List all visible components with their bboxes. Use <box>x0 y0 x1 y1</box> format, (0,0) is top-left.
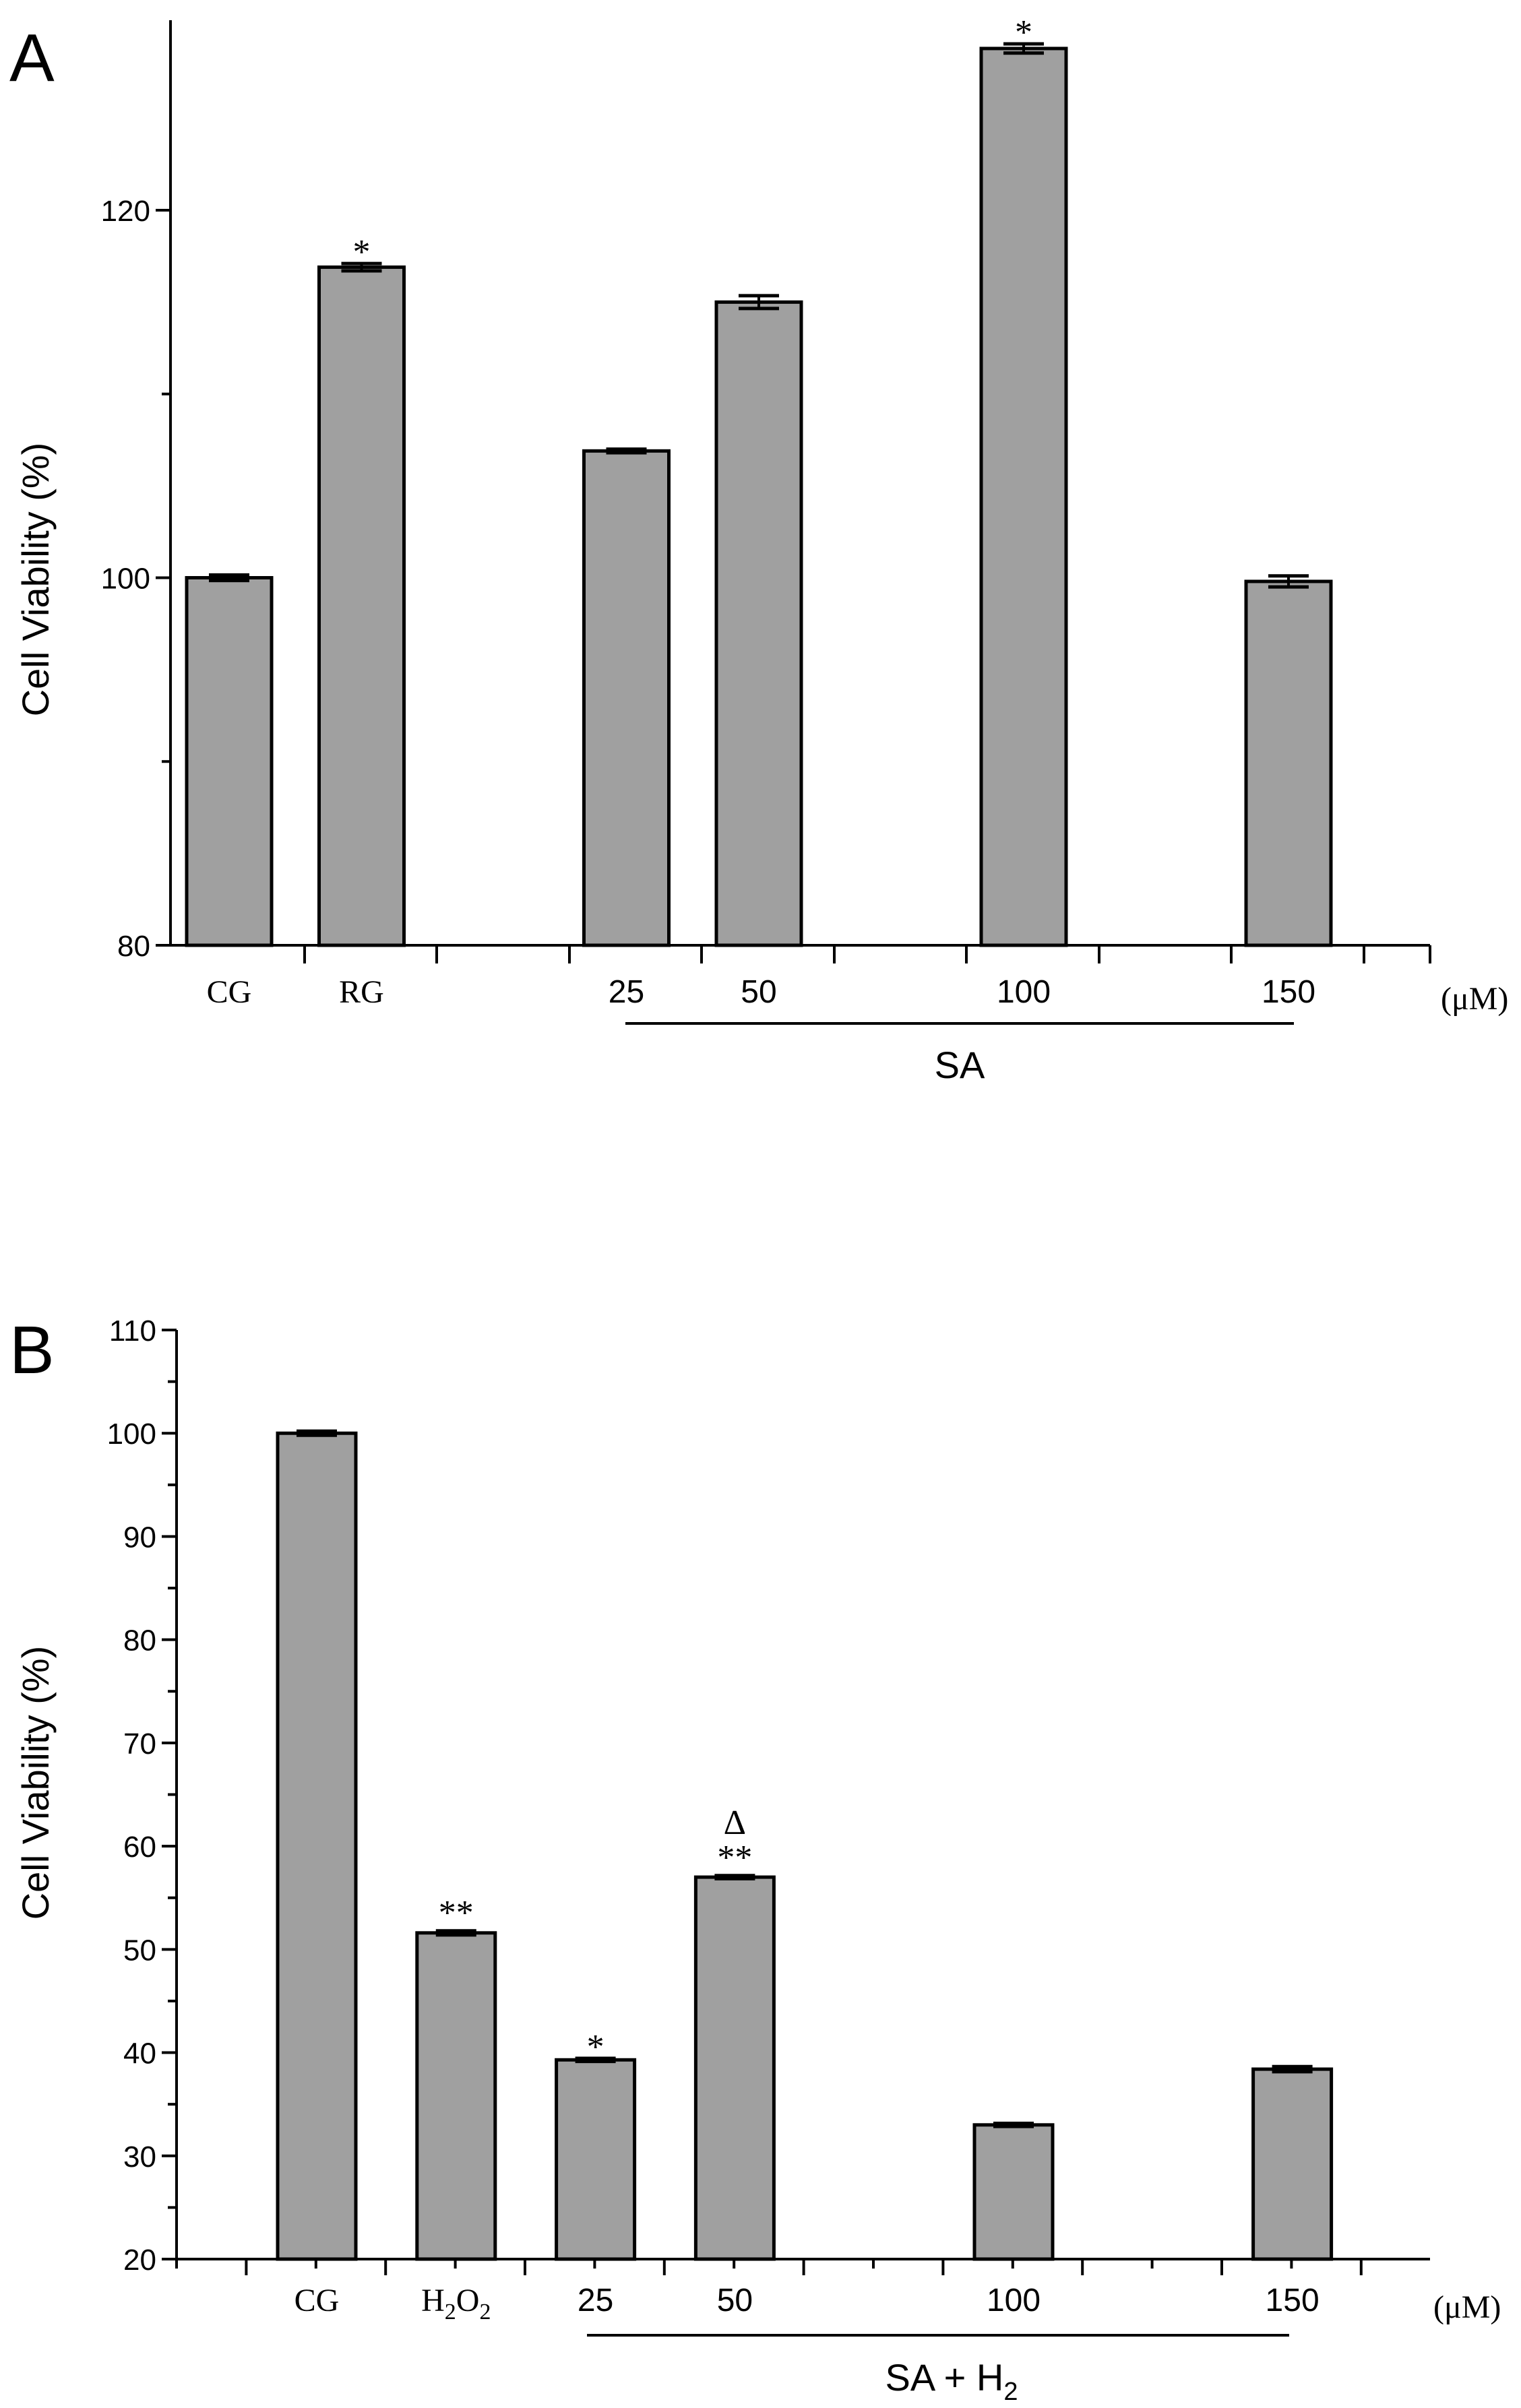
significance-marker-4: * <box>1015 13 1032 52</box>
panel-b-unit-label: (μM) <box>1433 2289 1501 2325</box>
x-label-2: 25 <box>609 974 644 1010</box>
y-tick-label: 30 <box>123 2141 156 2174</box>
y-tick-label: 110 <box>109 1314 156 1348</box>
panel-b-group-label-sub: 2 <box>1003 2378 1018 2406</box>
y-tick-label: 50 <box>123 1934 156 1967</box>
x-label-part: 2 <box>479 2300 491 2324</box>
x-label-part: H <box>421 2283 445 2318</box>
bar-0 <box>276 1431 358 2261</box>
bar-1 <box>415 1931 497 2261</box>
x-label-4: 100 <box>987 2283 1041 2318</box>
panel-a-y-axis-label: Cell Viability (%) <box>14 443 57 717</box>
y-tick-label: 80 <box>117 930 150 963</box>
panel-b-x-labels: CG H2O2 25 50 100 150 <box>294 2283 1320 2324</box>
significance-marker-2: * <box>587 2028 604 2066</box>
panel-b: B Cell Viability (%) 20 30 40 50 60 70 80 90 100… <box>9 1312 1501 2406</box>
x-label-4: 100 <box>997 974 1051 1010</box>
bar-4 <box>979 46 1068 947</box>
bar-4 <box>972 2123 1055 2261</box>
x-label-0: CG <box>294 2283 340 2318</box>
bar-2 <box>555 2058 637 2261</box>
panel-a-x-ticks <box>303 945 1431 963</box>
x-label-0: CG <box>207 974 252 1010</box>
x-label-3: 50 <box>717 2283 753 2318</box>
y-tick-label: 40 <box>123 2037 156 2070</box>
bar-0 <box>185 576 274 947</box>
y-tick-label: 100 <box>101 563 150 596</box>
panel-a-group-label: SA <box>935 1044 985 1086</box>
panel-b-x-ticks <box>175 2259 1363 2275</box>
significance-marker-1: * <box>353 233 371 272</box>
x-label-5: 150 <box>1262 974 1315 1010</box>
y-tick-label: 120 <box>101 195 150 228</box>
panel-b-group-label: SA + H2 <box>885 2356 1018 2406</box>
bar-5 <box>1244 579 1333 947</box>
bar-3 <box>714 300 803 947</box>
x-label-1: RG <box>339 974 384 1010</box>
bar-2 <box>582 449 671 947</box>
panel-a-bars: ** <box>185 13 1333 947</box>
y-tick-label: 70 <box>123 1728 156 1761</box>
x-label-2: 25 <box>578 2283 613 2318</box>
significance-marker-delta-3: Δ <box>724 1804 746 1842</box>
panel-b-y-axis-label: Cell Viability (%) <box>14 1646 57 1920</box>
significance-marker-1: ** <box>439 1894 474 1932</box>
bar-1 <box>317 265 406 947</box>
y-tick-label: 60 <box>123 1831 156 1864</box>
panel-a-x-labels: CG RG 25 50 100 150 <box>207 974 1315 1010</box>
significance-marker-3: ** <box>717 1839 752 1877</box>
y-tick-label: 90 <box>123 1521 156 1554</box>
x-label-3: 50 <box>741 974 776 1010</box>
x-label-part: 2 <box>445 2300 456 2324</box>
y-tick-label: 80 <box>123 1624 156 1657</box>
panel-a-y-ticks: 80 100 120 <box>101 195 170 963</box>
y-tick-label: 20 <box>123 2244 156 2277</box>
x-label-1: H2O2 <box>421 2283 491 2324</box>
x-label-5: 150 <box>1266 2283 1320 2318</box>
x-label-part: O <box>456 2283 480 2318</box>
bar-5 <box>1251 2067 1334 2261</box>
panel-b-y-ticks: 20 30 40 50 60 70 80 90 100 110 <box>107 1314 177 2277</box>
panel-b-bars: *****Δ <box>276 1429 1334 2261</box>
panel-a-unit-label: (μM) <box>1441 981 1508 1017</box>
y-tick-label: 100 <box>107 1418 156 1451</box>
bar-3 <box>693 1875 776 2261</box>
panel-a-label: A <box>9 20 55 96</box>
panel-b-group-label-base: SA + H <box>885 2356 1003 2399</box>
panel-b-label: B <box>9 1312 55 1388</box>
